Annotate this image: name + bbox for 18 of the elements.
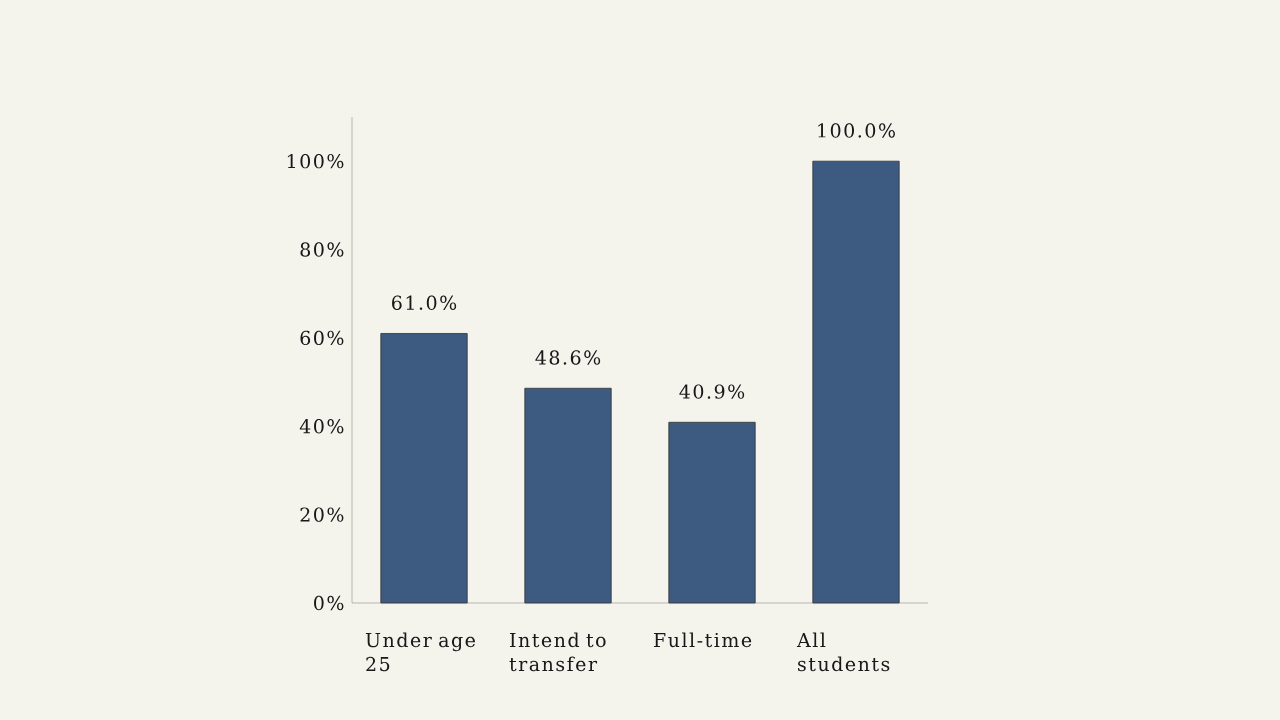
y-tick-label: 60% (300, 330, 344, 346)
y-tick-label: 40% (299, 419, 344, 434)
bar (812, 160, 900, 604)
data-label: 48.6% (535, 350, 601, 365)
bar (668, 421, 756, 604)
data-label: 61.0% (392, 295, 457, 310)
x-tick-label: All students (796, 632, 890, 672)
data-label: 40.9% (679, 384, 745, 399)
bar (524, 387, 612, 604)
y-tick-label: 20% (300, 507, 344, 522)
x-tick-label: Full-time (654, 632, 752, 648)
y-tick-label: 80% (300, 242, 344, 257)
y-tick-label: 0% (314, 595, 344, 611)
data-label: 100.0% (818, 123, 895, 138)
bar (380, 333, 468, 604)
x-tick-label: Intend to transfer (509, 632, 606, 672)
x-tick-label: Under age 25 (365, 632, 475, 672)
y-tick-label: 100% (287, 153, 344, 169)
